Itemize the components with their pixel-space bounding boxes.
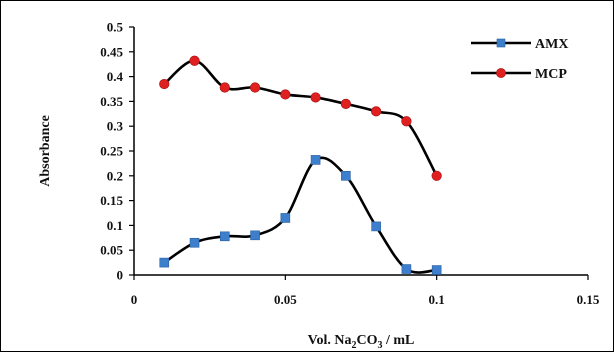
series-line-amx [162, 156, 438, 274]
legend-marker-amx [496, 38, 506, 48]
data-point-mcp [159, 78, 170, 90]
legend: AMX MCP [471, 37, 568, 82]
legend-marker-mcp [496, 68, 506, 78]
y-tick-label: 0.3 [107, 119, 124, 134]
x-axis-title: Vol. Na2CO3 / mL [308, 333, 415, 351]
x-axis-title-prefix: Vol. Na [308, 333, 352, 348]
y-axis-title: Absorbance [38, 115, 53, 187]
x-axis-title-suffix: / mL [382, 333, 414, 348]
data-point-amx [431, 265, 442, 275]
data-point-mcp [219, 82, 230, 93]
data-point-mcp [249, 82, 261, 93]
data-point-mcp [371, 106, 382, 117]
series-amx [159, 155, 442, 275]
data-point-amx [280, 213, 291, 223]
series-line-mcp [162, 59, 438, 178]
data-point-mcp [401, 116, 412, 127]
data-point-amx [159, 257, 170, 268]
data-point-mcp [189, 55, 200, 66]
x-axis-title-sub2: 3 [377, 340, 382, 351]
y-tick-label: 0.05 [100, 243, 123, 258]
data-point-mcp [340, 98, 351, 109]
y-tick-label: 0.45 [100, 44, 123, 59]
y-tick-label: 0.2 [107, 168, 123, 183]
y-tick-label: 0.15 [100, 193, 123, 208]
data-point-amx [250, 230, 260, 241]
y-tick-label: 0 [117, 268, 124, 283]
y-ticks: 0 0.05 0.1 0.15 0.2 0.25 0.3 0.35 0.4 0.45 0.5 [100, 20, 134, 283]
legend-item-mcp: MCP [471, 67, 567, 82]
data-point-mcp [280, 89, 291, 100]
legend-label-mcp: MCP [535, 67, 567, 82]
legend-item-amx: AMX [471, 37, 568, 52]
y-tick-label: 0.25 [100, 144, 123, 159]
data-point-amx [310, 155, 321, 165]
data-point-mcp [431, 170, 442, 181]
x-tick-label: 0.1 [429, 292, 445, 307]
data-point-amx [401, 264, 412, 274]
data-point-amx [189, 237, 200, 248]
x-tick-label: 0.05 [274, 292, 297, 307]
y-tick-label: 0.4 [107, 69, 124, 84]
x-tick-label: 0 [131, 292, 138, 307]
data-point-amx [341, 171, 351, 181]
legend-label-amx: AMX [535, 37, 568, 52]
x-tick-label: 0.15 [577, 292, 600, 307]
y-tick-label: 0.1 [107, 218, 123, 233]
x-axis-title-sub1: 2 [351, 340, 356, 351]
series-layer [159, 55, 442, 275]
data-point-mcp [310, 92, 321, 103]
series-mcp [159, 55, 442, 181]
x-axis-title-mid: CO [356, 333, 377, 348]
data-point-amx [371, 221, 381, 232]
y-tick-label: 0.35 [100, 94, 123, 109]
x-ticks: 0 0.05 0.1 0.15 [131, 275, 600, 307]
data-point-amx [220, 231, 230, 242]
y-tick-label: 0.5 [107, 20, 124, 35]
